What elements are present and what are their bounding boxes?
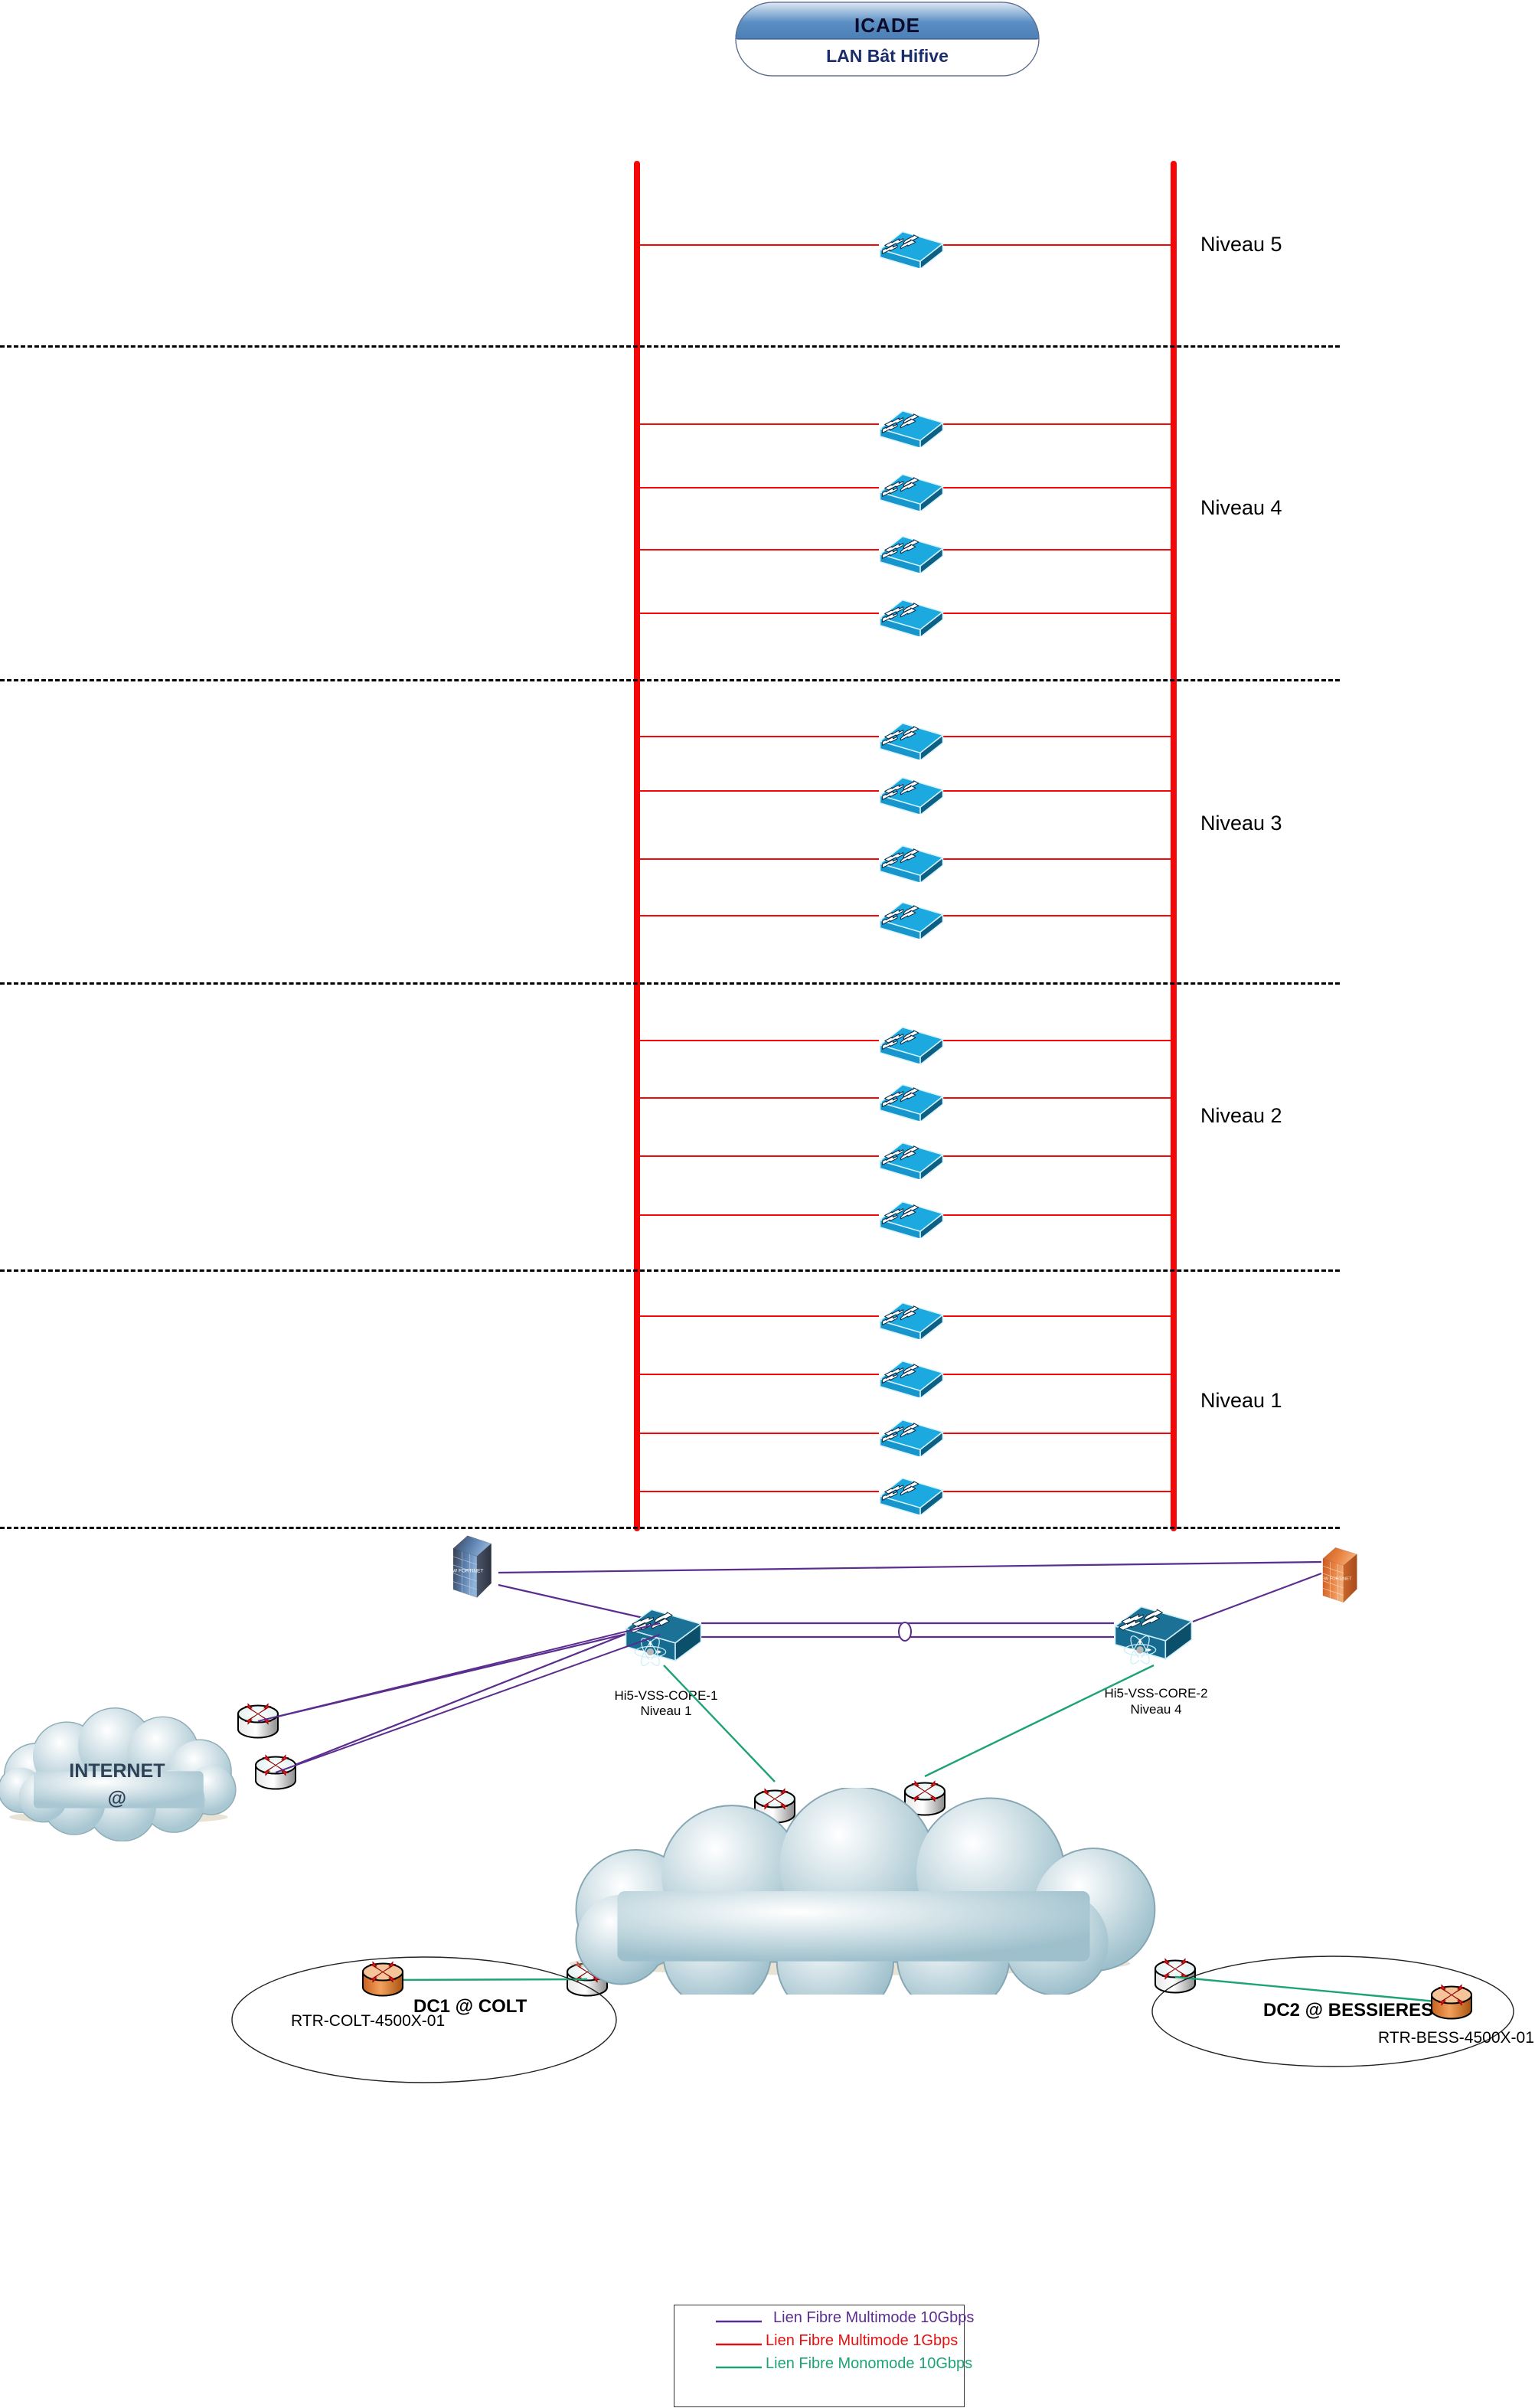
svg-text:INTERNET: INTERNET (69, 1760, 165, 1782)
svg-text:@: @ (108, 1788, 126, 1809)
svg-text:W FORTINET: W FORTINET (452, 1568, 483, 1573)
svg-text:FW FORTINET: FW FORTINET (1321, 1577, 1352, 1582)
